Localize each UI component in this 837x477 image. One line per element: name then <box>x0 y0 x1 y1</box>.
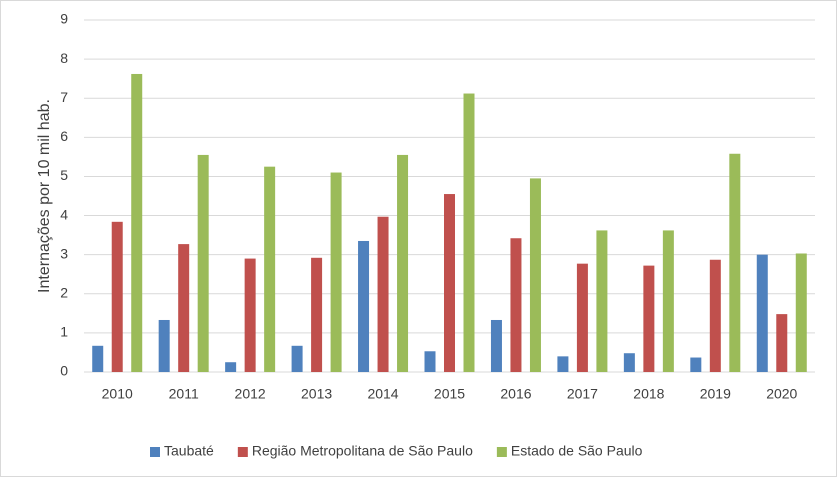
legend-swatch <box>150 447 160 457</box>
bar <box>264 166 276 372</box>
bar <box>178 244 190 372</box>
bar <box>291 345 303 372</box>
y-tick-label: 5 <box>60 167 68 183</box>
bar <box>131 73 143 373</box>
bar <box>643 265 655 372</box>
y-tick-label: 1 <box>60 324 68 340</box>
bar <box>510 238 522 372</box>
bar <box>424 351 436 372</box>
x-tick-label: 2017 <box>567 386 598 402</box>
bar <box>662 230 674 372</box>
y-tick-label: 9 <box>60 11 68 27</box>
legend-label: Taubaté <box>164 443 214 459</box>
x-tick-label: 2016 <box>500 386 531 402</box>
y-tick-label: 6 <box>60 128 68 144</box>
legend-label: Estado de São Paulo <box>511 443 643 459</box>
x-tick-label: 2019 <box>700 386 731 402</box>
y-axis-label: Internações por 10 mil hab. <box>36 99 53 293</box>
bar <box>690 357 702 372</box>
bar <box>709 259 721 372</box>
y-tick-label: 7 <box>60 89 68 105</box>
bar <box>557 356 569 372</box>
y-tick-label: 0 <box>60 363 68 379</box>
bar <box>377 216 389 372</box>
bar <box>529 178 541 372</box>
bar <box>776 314 788 372</box>
x-tick-label: 2014 <box>367 386 398 402</box>
bar <box>358 240 370 372</box>
legend-label: Região Metropolitana de São Paulo <box>252 443 473 459</box>
bar <box>111 221 123 372</box>
bar <box>158 319 170 372</box>
bar <box>576 263 588 372</box>
bar <box>397 154 409 372</box>
bar <box>311 257 323 372</box>
x-tick-label: 2012 <box>235 386 266 402</box>
y-tick-label: 8 <box>60 50 68 66</box>
legend-swatch <box>496 447 507 457</box>
legend-swatch <box>237 447 248 457</box>
x-tick-label: 2020 <box>766 386 797 402</box>
bar <box>795 253 807 372</box>
y-tick-label: 2 <box>60 284 68 300</box>
y-tick-label: 4 <box>60 206 68 222</box>
bar <box>330 172 342 372</box>
bar <box>463 93 475 372</box>
x-tick-label: 2010 <box>102 386 133 402</box>
bar <box>444 194 455 372</box>
bar <box>729 153 741 372</box>
x-tick-label: 2013 <box>301 386 332 402</box>
bar <box>244 258 256 372</box>
y-tick-label: 3 <box>60 245 68 261</box>
bar <box>490 319 502 372</box>
bar <box>197 154 209 372</box>
bar <box>623 353 635 372</box>
bar <box>92 345 104 372</box>
x-tick-label: 2011 <box>169 386 199 402</box>
bar <box>225 362 237 372</box>
x-tick-label: 2018 <box>633 386 664 402</box>
x-tick-label: 2015 <box>434 386 465 402</box>
bar <box>756 254 768 372</box>
bar <box>596 230 608 372</box>
